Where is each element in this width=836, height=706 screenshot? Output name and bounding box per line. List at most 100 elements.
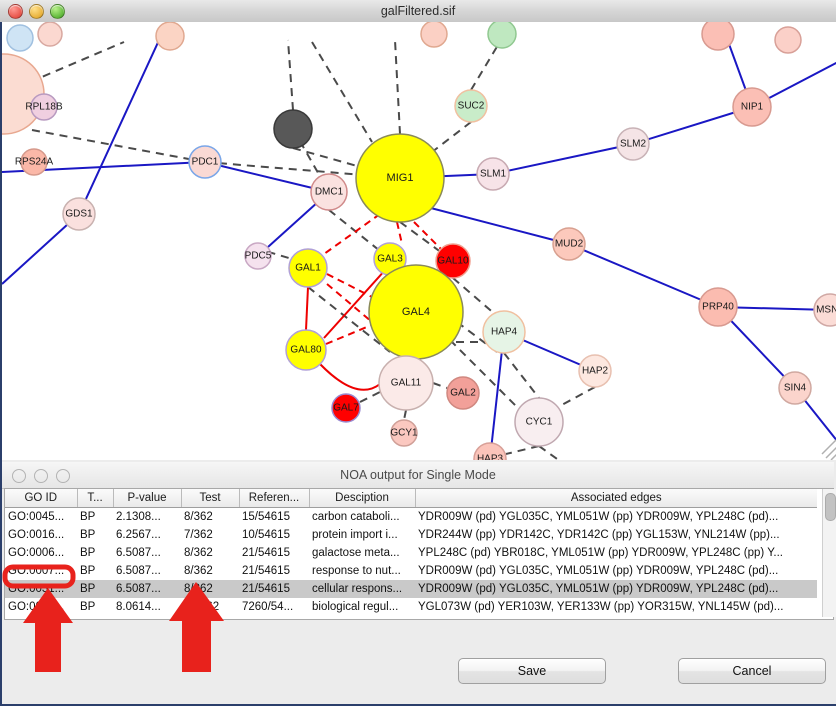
node-HAP3[interactable]: HAP3 xyxy=(473,442,507,460)
noa-output-window: NOA output for Single Mode GO ID T... P-… xyxy=(0,460,836,706)
cell-description: galactose meta... xyxy=(312,547,400,559)
node-unlabeled-gray[interactable] xyxy=(273,109,313,149)
table-body: GO:0045... BP 2.1308... 8/362 15/54615 carbon… xyxy=(5,508,817,620)
traffic-lights[interactable] xyxy=(8,4,65,19)
column-header-test[interactable]: Test xyxy=(181,489,240,508)
node-NIP1[interactable]: NIP1 xyxy=(732,87,772,127)
column-header-reference[interactable]: Referen... xyxy=(239,489,310,508)
node-GAL2[interactable]: GAL2 xyxy=(446,376,480,410)
node-SLM2[interactable]: SLM2 xyxy=(616,127,650,161)
svg-text:HAP3: HAP3 xyxy=(477,454,504,460)
main-titlebar[interactable]: galFiltered.sif xyxy=(0,0,836,23)
cell-reference: 7260/54... xyxy=(242,601,294,613)
cell-reference: 15/54615 xyxy=(242,511,290,523)
network-graph[interactable]: .ep{stroke:#1a17c4;stroke-width:2;fill:n… xyxy=(2,22,836,460)
close-button[interactable] xyxy=(12,469,26,483)
minimize-button[interactable] xyxy=(34,469,48,483)
cell-type: BP xyxy=(80,511,96,523)
svg-text:MUD2: MUD2 xyxy=(555,239,584,250)
node-PDC1[interactable]: PDC1 xyxy=(188,145,222,179)
save-button[interactable]: Save xyxy=(458,658,606,684)
svg-text:GDS1: GDS1 xyxy=(65,209,93,220)
svg-text:DMC1: DMC1 xyxy=(315,187,344,198)
node-MUD2[interactable]: MUD2 xyxy=(552,227,586,261)
node-HAP4[interactable]: HAP4 xyxy=(482,310,526,354)
highlight-edge-layer xyxy=(305,213,443,391)
column-header-pvalue[interactable]: P-value xyxy=(113,489,182,508)
cell-description: response to nut... xyxy=(312,565,401,577)
node-GAL80[interactable]: GAL80 xyxy=(285,329,327,371)
svg-text:RPS24A: RPS24A xyxy=(15,157,54,168)
network-canvas[interactable]: .ep{stroke:#1a17c4;stroke-width:2;fill:n… xyxy=(0,22,836,460)
cell-reference: 21/54615 xyxy=(242,547,290,559)
node-SIN4[interactable]: SIN4 xyxy=(778,371,812,405)
node-GAL4[interactable]: GAL4 xyxy=(368,264,464,360)
table-vertical-scrollbar[interactable] xyxy=(822,489,836,617)
node-GAL7[interactable]: GAL7 xyxy=(331,393,361,423)
table-row[interactable]: GO:0065... BP 8.0614... 94/362 7260/54... bio… xyxy=(5,598,817,616)
cell-associated-edges: YDR009W (pd) YGL035C, YML051W (pp) YDR00… xyxy=(418,565,779,577)
noa-titlebar[interactable]: NOA output for Single Mode xyxy=(2,462,834,489)
table-row[interactable]: GO:0006... BP 6.5087... 8/362 21/54615 galact… xyxy=(5,544,817,562)
node-RPL18B[interactable]: RPL18B xyxy=(25,93,63,121)
cell-description: cellular respons... xyxy=(309,580,415,598)
node-CYC1[interactable]: CYC1 xyxy=(514,397,564,447)
svg-text:GAL2: GAL2 xyxy=(450,388,476,399)
node-GAL1[interactable]: GAL1 xyxy=(288,248,328,288)
minimize-button[interactable] xyxy=(29,4,44,19)
svg-text:GAL80: GAL80 xyxy=(290,345,322,356)
cell-description: biological regul... xyxy=(312,601,399,613)
node-RPS24A[interactable]: RPS24A xyxy=(15,148,54,176)
column-header-go-id[interactable]: GO ID xyxy=(5,489,78,508)
table-header-row: GO ID T... P-value Test Referen... Desci… xyxy=(5,489,817,508)
node-HAP2[interactable]: HAP2 xyxy=(578,354,612,388)
go-results-table-container[interactable]: GO ID T... P-value Test Referen... Desci… xyxy=(4,488,834,620)
table-row[interactable]: GO:0045... BP 2.1308... 8/362 15/54615 carbon… xyxy=(5,508,817,527)
cell-test: 11/362 xyxy=(181,616,239,619)
node-layer[interactable]: RPL18B RPS24A GDS1 PDC1 PDC5 xyxy=(2,22,836,460)
column-header-associated-edges[interactable]: Associated edges xyxy=(415,489,817,508)
resize-grip-icon[interactable] xyxy=(821,439,836,460)
column-header-description[interactable]: Desciption xyxy=(309,489,416,508)
go-results-table: GO ID T... P-value Test Referen... Desci… xyxy=(5,489,817,620)
zoom-button[interactable] xyxy=(50,4,65,19)
cell-associated-edges: YFR034C (pd) YBR093C, YDR009W (pd) YGL03… xyxy=(415,616,817,619)
svg-text:PDC5: PDC5 xyxy=(245,251,272,262)
cell-test: 8/362 xyxy=(184,547,213,559)
cell-pvalue: 6.5087... xyxy=(116,547,161,559)
cell-type: BP xyxy=(80,565,96,577)
node-GCY1[interactable]: GCY1 xyxy=(390,419,418,447)
cancel-button[interactable]: Cancel xyxy=(678,658,826,684)
table-row[interactable]: GO:0016... BP 6.2567... 7/362 10/54615 protei… xyxy=(5,526,817,544)
svg-text:MSN4: MSN4 xyxy=(816,305,836,316)
table-row[interactable]: GO:0031...BP1.3324...11/362105/546...res… xyxy=(5,616,817,619)
close-button[interactable] xyxy=(8,4,23,19)
svg-text:HAP4: HAP4 xyxy=(491,327,518,338)
node-PDC5[interactable]: PDC5 xyxy=(244,242,272,270)
node-MIG1[interactable]: MIG1 xyxy=(355,133,445,223)
zoom-button[interactable] xyxy=(56,469,70,483)
scrollbar-thumb[interactable] xyxy=(825,493,836,521)
node-GAL10[interactable]: GAL10 xyxy=(435,243,471,279)
cell-associated-edges: YDR009W (pd) YGL035C, YML051W (pp) YDR00… xyxy=(415,580,817,598)
table-row[interactable]: GO:0031... BP 6.5087... 8/362 21/54615 cellul… xyxy=(5,580,817,598)
node-PRP40[interactable]: PRP40 xyxy=(698,287,738,327)
cell-reference: 10/54615 xyxy=(242,529,290,541)
cell-type: BP xyxy=(80,547,96,559)
node-GDS1[interactable]: GDS1 xyxy=(62,197,96,231)
cell-pvalue: 6.5087... xyxy=(116,565,161,577)
node-SUC2[interactable]: SUC2 xyxy=(454,89,488,123)
noa-traffic-lights[interactable] xyxy=(12,469,70,483)
table-row[interactable]: GO:0007... BP 6.5087... 8/362 21/54615 respon… xyxy=(5,562,817,580)
node-MSN4[interactable]: MSN4 xyxy=(813,293,836,327)
svg-text:GAL11: GAL11 xyxy=(391,378,422,389)
svg-text:PDC1: PDC1 xyxy=(192,157,219,168)
svg-text:GAL7: GAL7 xyxy=(333,403,359,414)
node-SLM1[interactable]: SLM1 xyxy=(476,157,510,191)
node-GAL11[interactable]: GAL11 xyxy=(378,355,434,411)
cell-pvalue: 8.0614... xyxy=(116,601,161,613)
cell-description: protein import i... xyxy=(312,529,398,541)
column-header-type[interactable]: T... xyxy=(77,489,114,508)
cell-reference: 21/54615 xyxy=(239,580,309,598)
node-DMC1[interactable]: DMC1 xyxy=(310,173,348,211)
